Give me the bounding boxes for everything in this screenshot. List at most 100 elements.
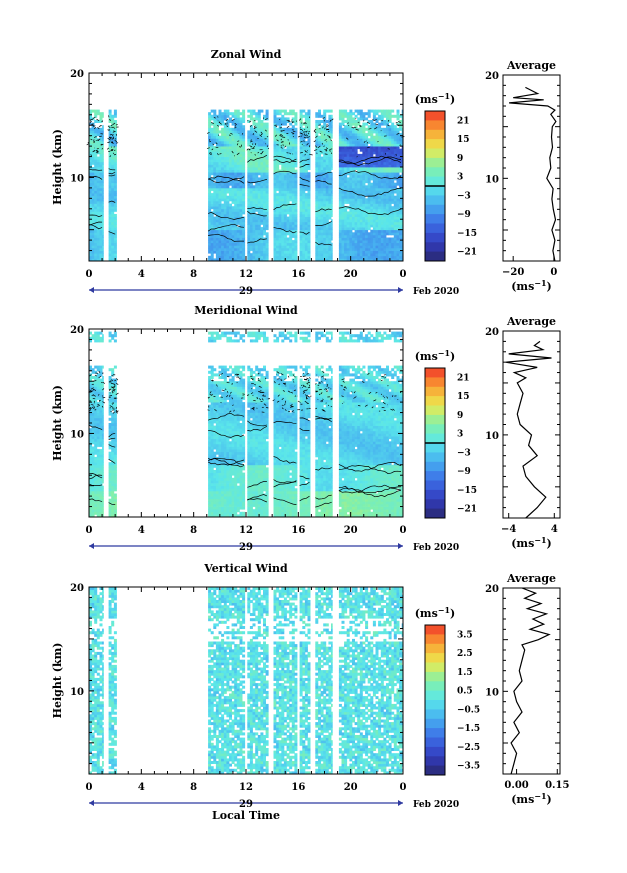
- heatmap-cell: [94, 172, 98, 176]
- heatmap-cell: [247, 200, 251, 204]
- heatmap-cell: [380, 227, 384, 231]
- heatmap-cell: [365, 216, 369, 220]
- heatmap-cell: [304, 203, 308, 207]
- heatmap-cell: [338, 156, 342, 160]
- heatmap-cell: [357, 180, 361, 184]
- colorbar-tick-label: −21: [457, 248, 477, 258]
- heatmap-cell: [218, 143, 222, 147]
- heatmap-cell: [380, 130, 384, 134]
- heatmap-cell: [393, 258, 397, 262]
- heatmap-cell: [223, 151, 227, 155]
- heatmap-cell: [391, 159, 395, 163]
- heatmap-cell: [346, 198, 350, 202]
- heatmap-cell: [380, 216, 384, 220]
- heatmap-cell: [91, 198, 95, 202]
- heatmap-cell: [354, 242, 358, 246]
- heatmap-cell: [255, 237, 259, 241]
- heatmap-cell: [318, 232, 321, 236]
- contour-line: [324, 149, 328, 152]
- heatmap-cell: [263, 200, 266, 204]
- heatmap-cell: [255, 180, 259, 184]
- heatmap-cell: [362, 185, 366, 189]
- heatmap-cell: [291, 185, 295, 189]
- contour-line: [253, 126, 257, 130]
- heatmap-cell: [276, 164, 280, 168]
- heatmap-cell: [325, 245, 329, 249]
- heatmap-cell: [89, 423, 92, 426]
- heatmap-cell: [91, 143, 95, 147]
- heatmap-cell: [226, 185, 230, 189]
- heatmap-cell: [344, 250, 348, 254]
- heatmap-cell: [236, 180, 240, 184]
- heatmap-cell: [242, 203, 246, 207]
- heatmap-cell: [291, 180, 295, 184]
- heatmap-cell: [236, 164, 240, 168]
- heatmap-cell: [283, 255, 287, 259]
- heatmap-cell: [210, 135, 214, 139]
- heatmap-cell: [304, 122, 308, 126]
- heatmap-cell: [278, 203, 282, 207]
- heatmap-cell: [378, 195, 382, 199]
- heatmap-cell: [338, 219, 342, 223]
- heatmap-cell: [255, 159, 259, 163]
- heatmap-cell: [91, 117, 95, 121]
- heatmap-cell: [367, 169, 371, 173]
- heatmap-cell: [325, 187, 329, 191]
- heatmap-cell: [276, 245, 280, 249]
- contour-line: [299, 176, 310, 182]
- heatmap-cell: [299, 146, 303, 150]
- heatmap-cell: [354, 125, 358, 129]
- heatmap-cell: [344, 253, 348, 257]
- heatmap-cell: [357, 229, 361, 233]
- heatmap-cell: [386, 177, 389, 181]
- heatmap-cell: [396, 151, 400, 155]
- heatmap-cell: [96, 224, 100, 228]
- heatmap-cell: [299, 164, 303, 168]
- heatmap-cell: [307, 227, 311, 231]
- heatmap-cell: [273, 203, 277, 207]
- heatmap-cell: [286, 258, 290, 262]
- heatmap-cell: [249, 177, 253, 181]
- heatmap-cell: [359, 200, 363, 204]
- heatmap-cell: [302, 182, 306, 186]
- heatmap-cell: [323, 206, 327, 210]
- heatmap-cell: [99, 480, 103, 484]
- contour-line: [301, 144, 303, 146]
- heatmap-cell: [386, 114, 389, 118]
- heatmap-cell: [229, 177, 232, 181]
- heatmap-cell: [218, 224, 222, 228]
- heatmap-cell: [341, 174, 345, 178]
- heatmap-cell: [299, 234, 303, 238]
- heatmap-cell: [365, 185, 369, 189]
- heatmap-cell: [231, 227, 235, 231]
- heatmap-cell: [352, 221, 355, 225]
- heatmap-cell: [91, 483, 95, 487]
- heatmap-cell: [341, 240, 345, 244]
- contour-line: [276, 139, 279, 142]
- heatmap-cell: [352, 174, 355, 178]
- heatmap-cell: [386, 203, 389, 207]
- heatmap-cell: [378, 153, 382, 157]
- heatmap-cell: [391, 174, 395, 178]
- heatmap-cell: [208, 227, 212, 231]
- heatmap-cell: [231, 247, 235, 251]
- heatmap-cell: [393, 234, 397, 238]
- heatmap-cell: [96, 156, 100, 160]
- heatmap-cell: [380, 172, 384, 176]
- heatmap-cell: [234, 203, 238, 207]
- heatmap-cell: [260, 143, 264, 147]
- heatmap-cell: [320, 214, 324, 217]
- heatmap-cell: [252, 198, 256, 202]
- heatmap-cell: [386, 127, 389, 131]
- heatmap-cell: [344, 214, 348, 217]
- heatmap-cell: [239, 135, 243, 139]
- heatmap-cell: [383, 143, 387, 147]
- heatmap-cell: [108, 253, 112, 257]
- heatmap-cell: [344, 208, 348, 212]
- heatmap-cell: [249, 114, 253, 118]
- heatmap-cell: [396, 198, 400, 202]
- heatmap-cell: [349, 180, 353, 184]
- heatmap-cell: [294, 229, 298, 233]
- heatmap-cell: [221, 221, 225, 225]
- contour-line: [299, 158, 310, 163]
